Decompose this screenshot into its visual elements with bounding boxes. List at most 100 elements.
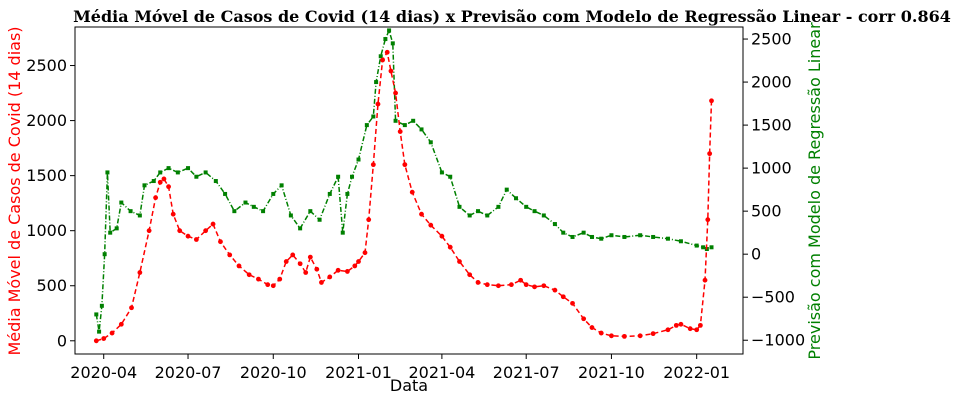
- moving-average-series-point: [327, 274, 333, 280]
- moving-average-series-point: [335, 267, 341, 273]
- right-y-tick-label: 0: [751, 245, 761, 264]
- moving-average-series-point: [118, 321, 124, 327]
- forecast-series-point: [638, 233, 643, 238]
- forecast-series-point: [448, 174, 453, 179]
- moving-average-series-point: [307, 254, 313, 260]
- forecast-series-point: [345, 191, 350, 196]
- forecast-series-point: [457, 204, 462, 209]
- moving-average-series-point: [508, 282, 514, 288]
- moving-average-series-point: [157, 179, 163, 185]
- moving-average-series-point: [203, 228, 209, 234]
- forecast-series-point: [105, 170, 110, 175]
- moving-average-series-point: [290, 252, 296, 258]
- forecast-series-line: [95, 28, 712, 332]
- moving-average-series-point: [409, 189, 415, 195]
- moving-average-series-point: [380, 57, 385, 63]
- forecast-series-point: [99, 303, 104, 308]
- moving-average-series-point: [93, 338, 99, 344]
- forecast-series-point: [119, 200, 124, 205]
- forecast-series-point: [411, 118, 416, 123]
- moving-average-series-point: [384, 49, 390, 55]
- moving-average-series-point: [388, 68, 394, 74]
- moving-average-series-point: [370, 162, 376, 168]
- plot-frame: [74, 26, 744, 355]
- forecast-series-point: [137, 213, 142, 218]
- forecast-series-point: [383, 37, 388, 42]
- left-y-axis: 0 500 1000 1500 2000 2500: [26, 56, 75, 350]
- moving-average-series-point: [673, 322, 679, 328]
- moving-average-series-point: [161, 176, 167, 182]
- moving-average-series-point: [227, 252, 233, 258]
- forecast-series-point: [402, 123, 407, 128]
- moving-average-series-point: [484, 282, 490, 288]
- forecast-series-point: [622, 234, 627, 239]
- x-axis: 2020-04 2020-07 2020-10 2021-01 2021-04 2021-…: [70, 354, 730, 382]
- right-y-tick-label: 2500: [751, 30, 792, 49]
- moving-average-series-point: [256, 276, 261, 282]
- forecast-series-point: [589, 234, 594, 239]
- forecast-series-point: [308, 209, 313, 214]
- forecast-series-point: [393, 118, 398, 123]
- moving-average-series-point: [650, 331, 656, 337]
- forecast-series-point: [374, 80, 379, 85]
- moving-average-series-point: [246, 272, 252, 278]
- moving-average-series-point: [319, 280, 324, 285]
- moving-average-series-point: [570, 300, 575, 306]
- moving-average-series-point: [697, 322, 703, 328]
- forecast-series-point: [419, 127, 424, 132]
- forecast-series-point: [504, 187, 509, 192]
- forecast-series-point: [524, 204, 529, 209]
- right-y-axis: −1000 −500 0 500 1000 1500 2000 2500: [743, 30, 805, 350]
- moving-average-series-point: [552, 287, 558, 293]
- moving-average-series-point: [678, 321, 684, 327]
- moving-average-series-point: [707, 151, 713, 157]
- moving-average-series-point: [303, 270, 309, 275]
- forecast-series-point: [288, 213, 293, 218]
- forecast-series-point: [390, 41, 395, 46]
- forecast-series-point: [541, 213, 546, 218]
- forecast-series-point: [298, 226, 303, 231]
- moving-average-series-point: [193, 237, 199, 242]
- forecast-series-point: [561, 230, 566, 235]
- right-y-tick-label: −500: [751, 288, 795, 307]
- x-tick-label: 2021-07: [493, 363, 560, 382]
- moving-average-series-point: [314, 266, 320, 272]
- x-tick-label: 2021-01: [325, 363, 392, 382]
- forecast-series-point: [581, 230, 586, 235]
- moving-average-series-point: [581, 316, 587, 322]
- moving-average-series-point: [475, 280, 481, 285]
- forecast-series-point: [570, 234, 575, 239]
- forecast-series-point: [94, 312, 99, 317]
- moving-average-series-point: [270, 283, 276, 289]
- left-y-tick-label: 1000: [26, 221, 67, 240]
- moving-average-series-point: [210, 221, 216, 227]
- moving-average-series-point: [236, 263, 242, 269]
- forecast-series-point: [356, 157, 361, 162]
- forecast-series-point: [371, 114, 376, 119]
- forecast-series-point: [428, 140, 433, 145]
- moving-average-series-point: [101, 336, 107, 341]
- forecast-series-point: [327, 191, 332, 196]
- forecast-series-point: [340, 230, 345, 235]
- x-axis-label: Data: [390, 376, 428, 395]
- forecast-series-point: [213, 179, 218, 184]
- moving-average-series-point: [362, 250, 368, 256]
- forecast-series-point: [317, 217, 322, 222]
- forecast-series-point: [166, 166, 171, 171]
- forecast-series-point: [279, 183, 284, 188]
- forecast-series-point: [599, 236, 604, 241]
- moving-average-series-point: [541, 283, 547, 289]
- forecast-series-point: [128, 209, 133, 214]
- moving-average-series-point: [523, 282, 529, 288]
- moving-average-series-point: [598, 330, 604, 336]
- moving-average-series-point: [153, 195, 159, 201]
- moving-average-series-point: [109, 330, 115, 336]
- forecast-series-point: [532, 209, 537, 214]
- forecast-series-point: [514, 196, 519, 201]
- forecast-series-point: [378, 54, 383, 59]
- x-tick-label: 2020-07: [155, 363, 222, 382]
- left-y-tick-label: 2000: [26, 111, 67, 130]
- moving-average-series-point: [265, 282, 271, 288]
- moving-average-series-point: [439, 233, 445, 239]
